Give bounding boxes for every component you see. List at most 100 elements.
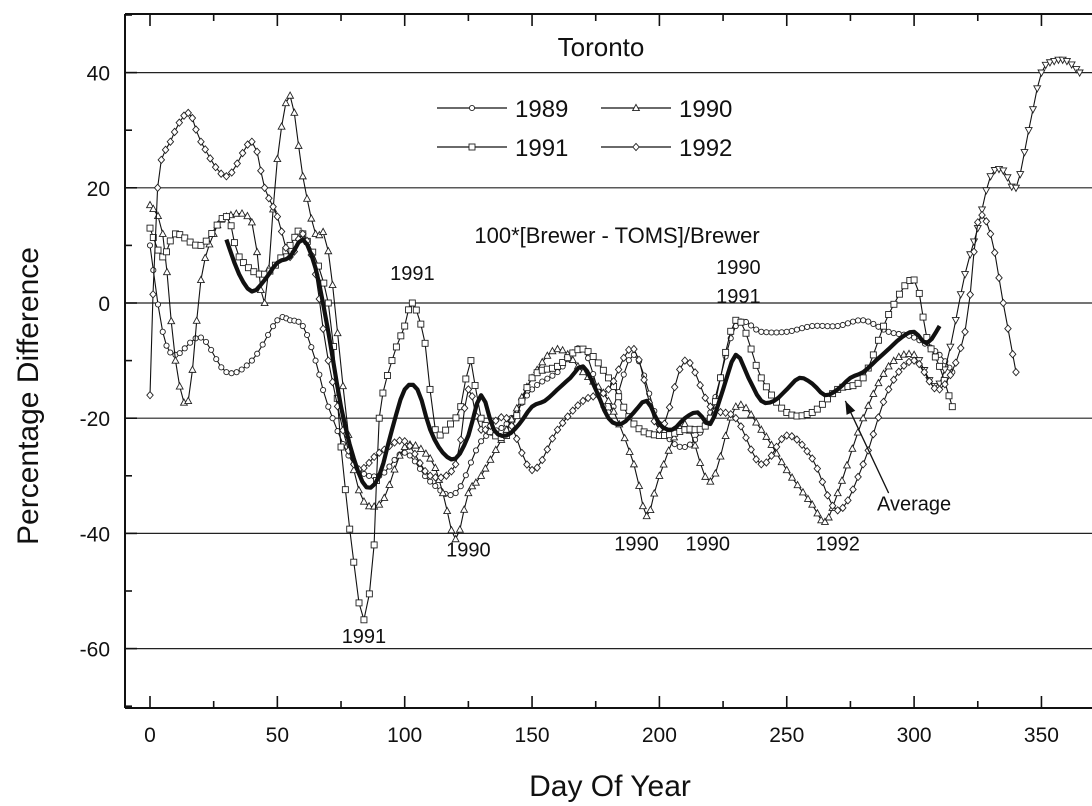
data-point xyxy=(401,322,409,330)
data-point xyxy=(589,353,597,360)
data-point xyxy=(320,279,328,287)
data-point xyxy=(436,431,444,439)
data-point xyxy=(471,478,481,486)
data-point xyxy=(476,471,486,479)
data-point xyxy=(762,458,771,467)
data-point xyxy=(860,317,867,324)
data-point xyxy=(498,424,505,432)
data-point xyxy=(741,403,751,412)
data-point xyxy=(447,467,456,476)
data-point xyxy=(325,403,332,410)
data-point xyxy=(798,325,806,332)
data-point xyxy=(553,344,562,353)
data-point xyxy=(467,459,474,466)
data-point xyxy=(401,449,408,456)
data-point xyxy=(798,440,806,450)
data-point xyxy=(642,511,651,520)
data-point xyxy=(808,454,817,463)
data-point xyxy=(192,316,201,324)
data-point xyxy=(388,357,396,365)
data-point xyxy=(528,465,536,475)
data-point xyxy=(188,113,197,123)
data-point xyxy=(798,487,808,496)
data-point xyxy=(584,348,592,356)
annotation-label: 1990 xyxy=(686,534,731,556)
data-point xyxy=(869,429,878,439)
data-point xyxy=(686,441,694,448)
x-tick-label: 300 xyxy=(897,724,932,747)
data-point xyxy=(379,389,387,397)
data-point xyxy=(828,501,837,511)
data-point xyxy=(808,500,817,508)
data-point xyxy=(748,322,755,329)
data-point xyxy=(154,301,162,308)
data-point xyxy=(819,322,826,329)
data-point xyxy=(346,525,354,533)
data-point xyxy=(457,483,464,490)
data-point xyxy=(360,463,368,473)
data-point xyxy=(910,356,918,365)
data-point xyxy=(318,227,328,236)
data-point xyxy=(411,458,418,465)
data-point xyxy=(890,330,897,337)
data-point xyxy=(253,147,261,157)
data-point xyxy=(884,385,893,394)
data-point xyxy=(416,444,426,452)
data-point xyxy=(788,432,796,441)
data-point xyxy=(307,213,316,222)
data-point xyxy=(202,338,210,345)
data-point xyxy=(818,477,827,487)
data-point xyxy=(259,341,266,348)
data-point xyxy=(299,322,306,330)
data-point xyxy=(464,385,473,394)
data-point xyxy=(879,369,888,377)
average-arrow xyxy=(844,400,890,494)
data-point xyxy=(752,417,761,426)
data-point xyxy=(990,167,999,175)
data-point xyxy=(397,332,405,340)
data-point xyxy=(885,328,892,335)
data-point xyxy=(538,455,547,465)
data-point xyxy=(149,234,157,241)
data-point xyxy=(447,525,456,534)
data-point xyxy=(355,599,363,607)
data-point xyxy=(870,320,877,327)
data-point xyxy=(365,458,373,468)
data-point xyxy=(706,402,715,411)
data-point xyxy=(1020,149,1029,157)
x-tick-label: 150 xyxy=(515,724,550,747)
data-point xyxy=(635,355,643,365)
data-point xyxy=(553,425,562,434)
data-point xyxy=(442,471,451,480)
data-point xyxy=(395,436,404,445)
data-point xyxy=(146,390,154,400)
data-point xyxy=(437,473,445,482)
data-point xyxy=(206,154,215,163)
data-point xyxy=(412,306,420,314)
data-point xyxy=(614,365,623,374)
data-point xyxy=(701,393,710,403)
data-point xyxy=(478,438,485,445)
data-point xyxy=(544,375,551,382)
data-point xyxy=(324,356,333,365)
data-point xyxy=(333,328,342,337)
data-point xyxy=(328,280,337,289)
data-point xyxy=(945,392,953,400)
data-point xyxy=(468,104,476,112)
data-point xyxy=(162,267,172,276)
data-point xyxy=(308,344,315,351)
data-point xyxy=(421,466,429,476)
data-point xyxy=(370,541,378,549)
data-point xyxy=(782,465,791,474)
data-point xyxy=(609,376,618,386)
x-axis-title: Day Of Year xyxy=(529,770,691,803)
data-point xyxy=(578,367,588,376)
average-arrowhead xyxy=(845,400,856,415)
data-point xyxy=(849,485,857,494)
data-point xyxy=(385,480,394,488)
data-point xyxy=(354,485,364,494)
data-point xyxy=(901,282,909,290)
legend-item-1992: 1992 xyxy=(601,135,732,162)
data-point xyxy=(320,386,327,394)
